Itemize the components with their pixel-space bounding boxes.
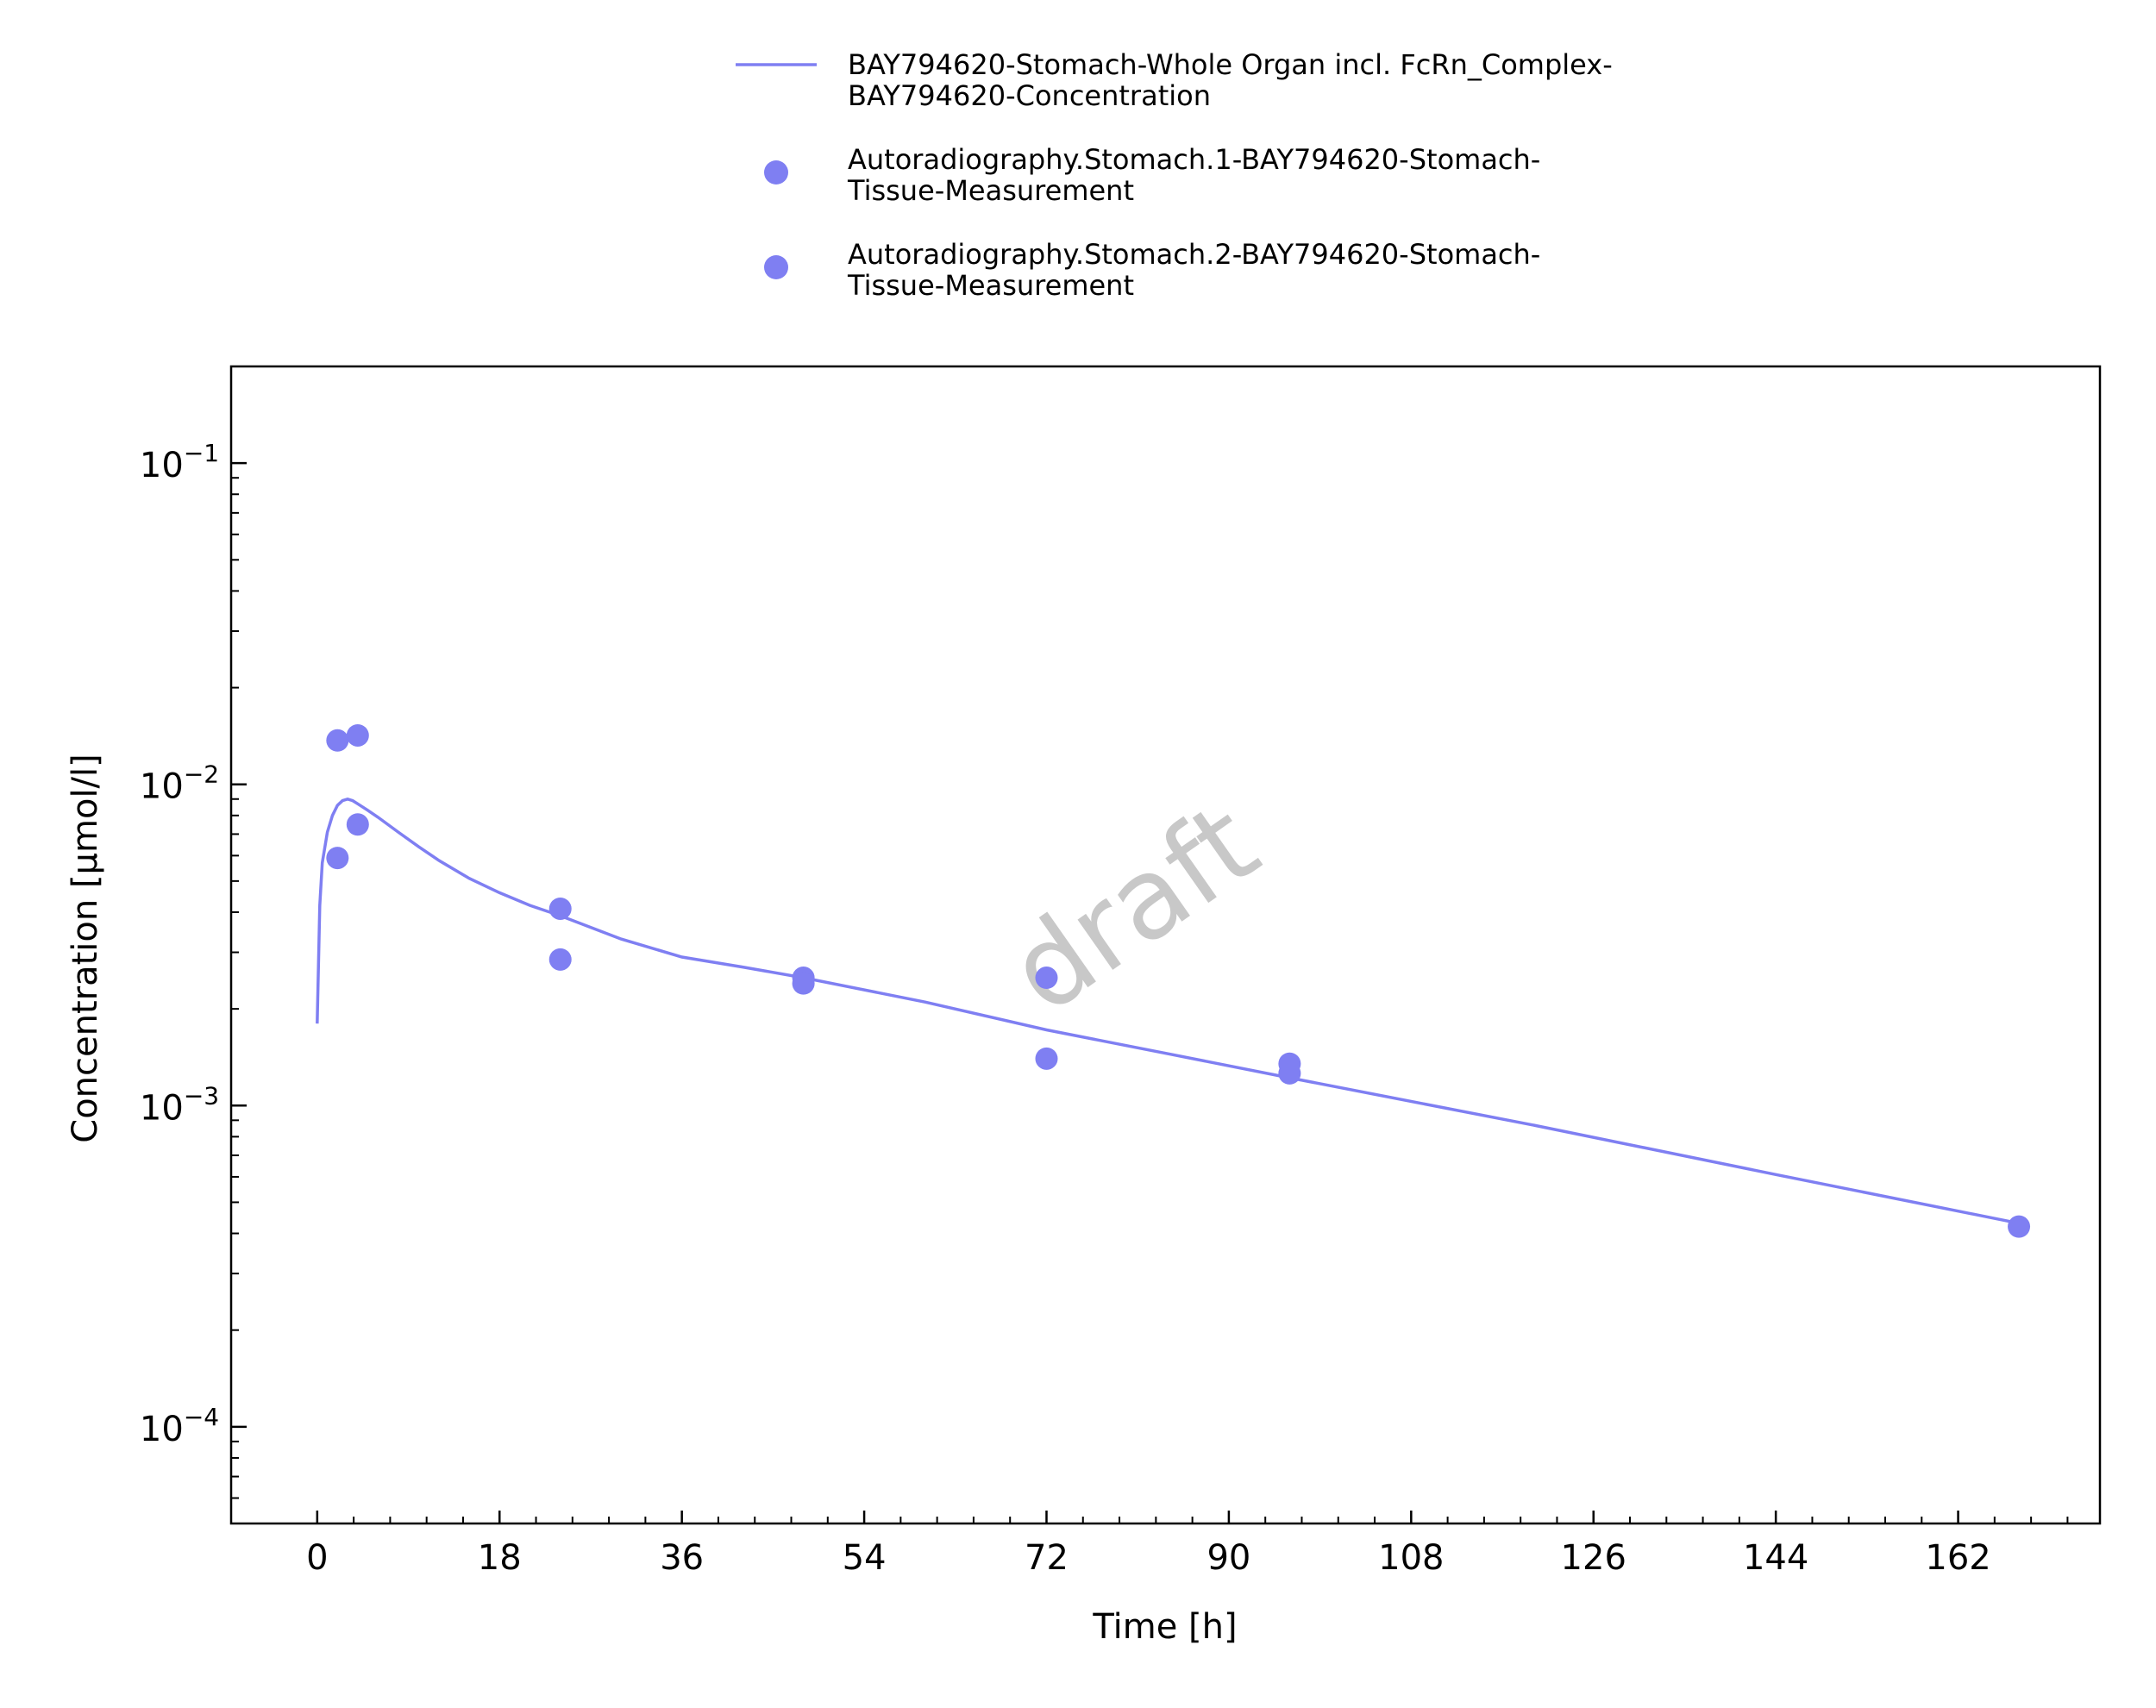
- data-point: [1035, 1047, 1058, 1070]
- x-tick-label: 18: [478, 1538, 522, 1578]
- x-tick-label: 144: [1743, 1538, 1808, 1578]
- y-tick-label: 10−3: [140, 1081, 219, 1128]
- data-point: [326, 729, 349, 752]
- series-layer: [316, 723, 2031, 1238]
- series-line: [316, 797, 2020, 1225]
- legend-label: BAY794620-Concentration: [848, 79, 1211, 112]
- data-point: [2008, 1215, 2031, 1238]
- x-tick-label: 36: [660, 1538, 704, 1578]
- x-tick-label: 108: [1378, 1538, 1444, 1578]
- plot-frame: [229, 365, 2102, 1525]
- data-point: [548, 948, 572, 971]
- watermark-layer: draft: [987, 778, 1281, 1038]
- legend-label: BAY794620-Stomach-Whole Organ incl. FcRn…: [848, 48, 1613, 81]
- data-point: [326, 847, 349, 870]
- legend-label: Autoradiography.Stomach.2-BAY794620-Stom…: [848, 238, 1540, 271]
- watermark: draft: [987, 778, 1281, 1038]
- legend-marker-swatch: [764, 160, 788, 185]
- y-axis-title: Concentration [µmol/l]: [66, 754, 105, 1142]
- x-axis-title: Time [h]: [1092, 1607, 1237, 1647]
- y-tick-label: 10−4: [140, 1403, 219, 1449]
- x-tick-label: 162: [1925, 1538, 1990, 1578]
- x-tick-label: 54: [843, 1538, 887, 1578]
- x-tick-label: 72: [1025, 1538, 1069, 1578]
- x-axis: 0 18 36 54 72 90 108 126 144 162: [306, 1511, 2069, 1578]
- legend-label: Autoradiography.Stomach.1-BAY794620-Stom…: [848, 143, 1540, 176]
- x-tick-label: 90: [1206, 1538, 1250, 1578]
- data-point: [792, 972, 815, 995]
- data-point: [346, 723, 369, 747]
- legend-label: Tissue-Measurement: [847, 174, 1134, 207]
- legend-marker-swatch: [764, 255, 788, 279]
- y-tick-label: 10−2: [140, 760, 219, 807]
- x-tick-label: 126: [1561, 1538, 1626, 1578]
- y-tick-label: 10−1: [140, 439, 219, 485]
- legend: BAY794620-Stomach-Whole Organ incl. FcRn…: [736, 48, 1613, 302]
- x-tick-label: 0: [306, 1538, 328, 1578]
- data-point: [1278, 1061, 1301, 1085]
- data-point: [548, 897, 572, 920]
- legend-label: Tissue-Measurement: [847, 269, 1134, 302]
- y-axis: 10−1 10−2 10−3 10−4: [140, 366, 247, 1524]
- data-point: [346, 813, 369, 836]
- data-point: [1035, 967, 1058, 990]
